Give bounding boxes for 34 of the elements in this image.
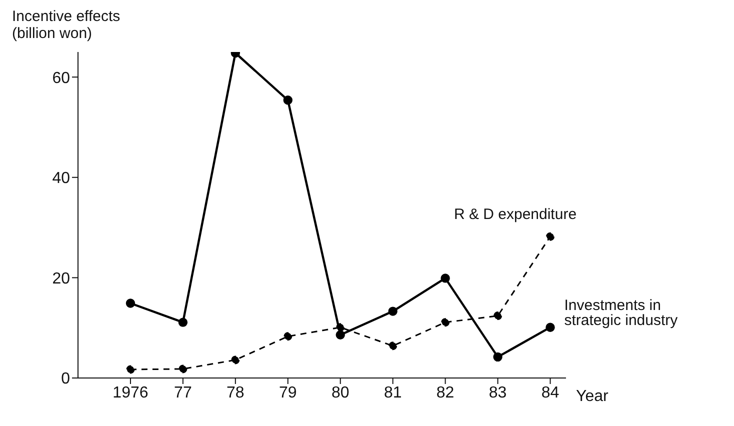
- x-tick-label: 79: [278, 384, 297, 402]
- x-tick-label: 80: [331, 384, 350, 402]
- point: [388, 342, 398, 350]
- x-tick-label: 81: [384, 384, 402, 402]
- y-tick-label: 60: [52, 70, 70, 87]
- x-tick-label: 1976: [112, 384, 148, 402]
- x-tick-label: 77: [174, 384, 192, 402]
- series-label: R & D expenditure: [454, 206, 577, 224]
- point: [546, 232, 555, 241]
- point: [494, 312, 502, 320]
- point: [126, 365, 135, 374]
- x-axis-title: Year: [576, 388, 609, 405]
- point: [178, 364, 188, 374]
- point: [388, 306, 398, 316]
- y-tick-label: 20: [52, 270, 70, 288]
- point: [284, 332, 292, 341]
- point: [493, 352, 502, 362]
- series-label: Investments in strategic industry: [564, 296, 678, 329]
- x-tick-label: 82: [436, 384, 454, 402]
- point: [231, 356, 240, 364]
- x-tick-label: 83: [488, 384, 507, 402]
- y-tick-label: 0: [61, 370, 70, 388]
- point: [546, 322, 555, 332]
- point: [440, 274, 450, 283]
- point: [178, 318, 188, 327]
- point: [441, 318, 450, 327]
- y-axis-title: Incentive effects (billion won): [12, 8, 122, 42]
- x-tick-label: 84: [541, 384, 560, 402]
- point: [283, 96, 292, 105]
- point: [336, 330, 345, 340]
- point: [126, 298, 136, 308]
- y-tick-label: 40: [52, 170, 70, 188]
- point: [336, 323, 345, 332]
- x-tick-label: 78: [226, 384, 244, 402]
